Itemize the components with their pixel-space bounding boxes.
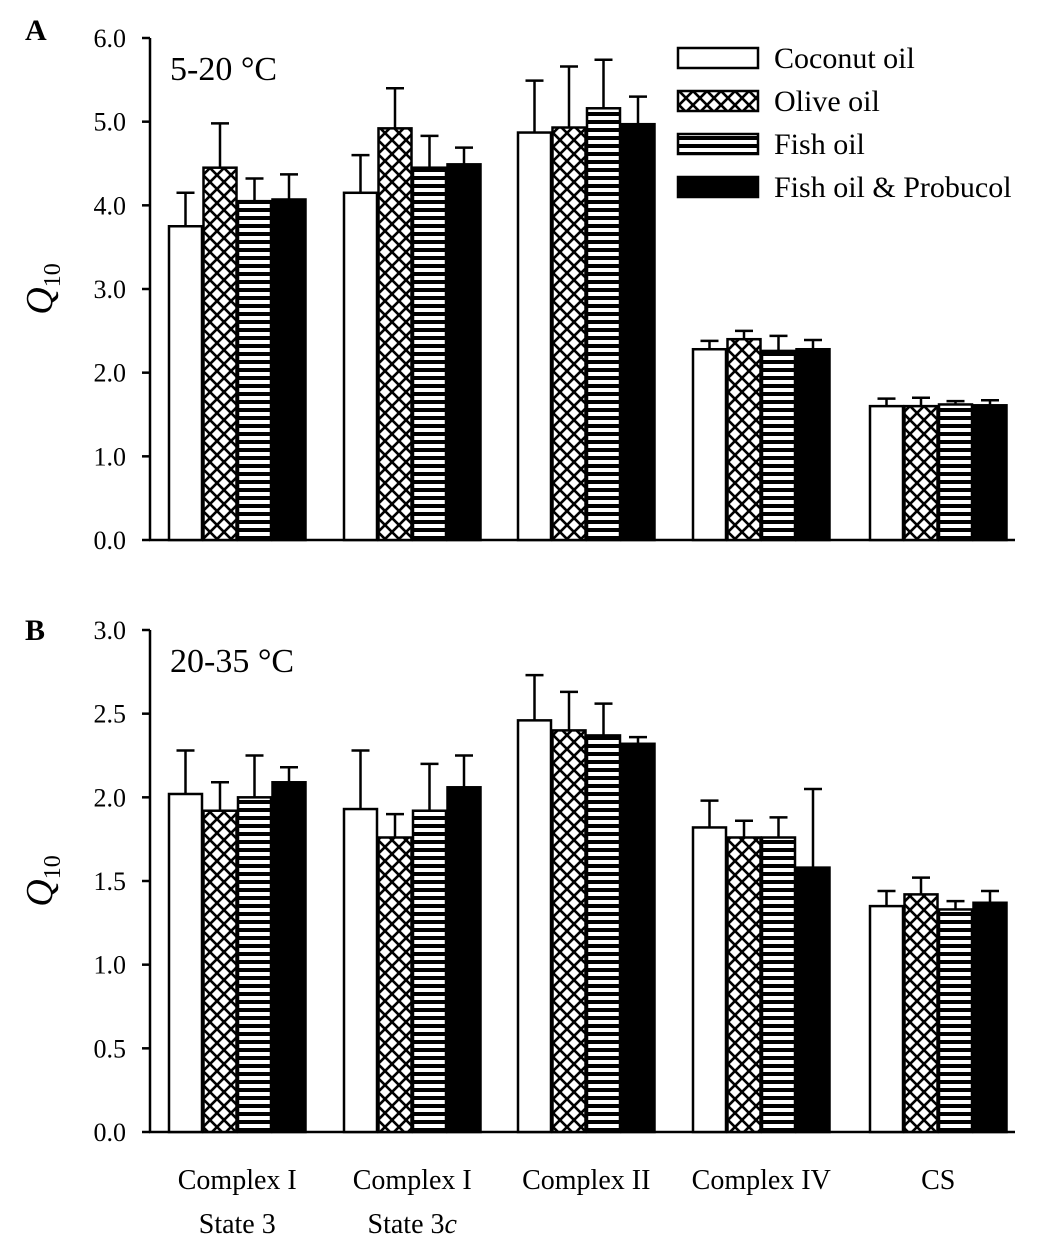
legend: Coconut oil Olive oil Fish oil Fish oil & P…	[676, 42, 1012, 204]
bar	[411, 809, 448, 1134]
panel-a: A 0.0 1.0 2.0 3.0 4.0 5.0 6.0 Q10 5-20 °C Coconut …	[19, 14, 1015, 555]
y-tick-label: 0.0	[94, 1118, 127, 1147]
bar	[868, 904, 905, 1134]
bar-group	[342, 749, 482, 1134]
bar-group	[868, 396, 1008, 542]
bar	[342, 807, 379, 1134]
bar	[167, 792, 204, 1134]
y-tick-label: 2.0	[94, 783, 127, 812]
bar-group	[691, 787, 831, 1134]
bar	[620, 742, 656, 1134]
legend-swatch	[676, 175, 760, 199]
bar	[377, 127, 413, 542]
bar	[167, 225, 204, 542]
bar	[937, 908, 974, 1134]
bar	[972, 901, 1008, 1134]
bar	[903, 404, 939, 542]
bar-group	[167, 749, 307, 1134]
bar	[795, 866, 831, 1134]
bar	[620, 122, 656, 542]
y-tick-label: 1.5	[94, 867, 127, 896]
x-category-label: Complex I	[353, 1165, 472, 1196]
bar-group	[516, 673, 656, 1134]
bar	[202, 166, 238, 542]
legend-swatch	[676, 89, 760, 113]
legend-label: Fish oil & Probucol	[774, 171, 1012, 204]
x-category-label: Complex IV	[692, 1165, 831, 1196]
y-tick-label: 2.0	[94, 359, 127, 388]
panel-letter: B	[25, 614, 45, 647]
y-tick-label: 4.0	[94, 191, 127, 220]
y-tick-label: 1.0	[94, 951, 127, 980]
bar	[411, 166, 448, 542]
bar	[551, 729, 587, 1134]
bar-group	[868, 876, 1008, 1134]
y-axis-label: Q10	[19, 263, 66, 314]
bar	[551, 126, 587, 542]
temperature-range-label: 5-20 °C	[170, 51, 277, 88]
bar	[342, 191, 379, 542]
bar	[972, 404, 1008, 542]
bar-group	[167, 122, 307, 542]
x-category-label: CS	[921, 1165, 955, 1196]
bar	[726, 337, 762, 542]
y-axis-label: Q10	[19, 855, 66, 906]
y-tick-label: 1.0	[94, 442, 127, 471]
x-category-label: Complex II	[522, 1165, 650, 1196]
y-tick-label: 5.0	[94, 108, 127, 137]
bar	[726, 836, 762, 1134]
y-tick-label: 3.0	[94, 275, 127, 304]
legend-swatch	[676, 132, 760, 156]
bar-group	[516, 58, 656, 542]
bar	[903, 893, 939, 1134]
bar	[937, 403, 974, 542]
legend-swatch	[676, 46, 760, 70]
panel-b: B 0.0 0.5 1.0 1.5 2.0 2.5 3.0 Q10 20-35 °C Complex…	[19, 614, 1015, 1240]
bar	[585, 734, 622, 1134]
bar	[868, 404, 905, 542]
y-tick-label: 0.5	[94, 1034, 127, 1063]
bar	[202, 809, 238, 1134]
y-tick-label: 0.0	[94, 526, 127, 555]
bar	[760, 836, 797, 1134]
y-tick-label: 3.0	[94, 616, 127, 645]
bar	[516, 131, 553, 542]
y-tick-label: 2.5	[94, 700, 127, 729]
y-tick-label: 6.0	[94, 24, 127, 53]
bar-group	[691, 329, 831, 542]
bar	[795, 347, 831, 542]
bar	[585, 107, 622, 542]
bar	[691, 826, 728, 1134]
bar	[516, 719, 553, 1134]
bar-group	[342, 86, 482, 542]
bar	[236, 199, 273, 542]
panel-letter: A	[25, 14, 47, 47]
bar	[446, 163, 482, 542]
bar	[446, 786, 482, 1134]
bar	[271, 198, 307, 542]
legend-label: Coconut oil	[774, 42, 915, 75]
bar	[271, 781, 307, 1134]
legend-label: Fish oil	[774, 128, 865, 161]
legend-label: Olive oil	[774, 85, 880, 118]
x-category-label: Complex I	[178, 1165, 297, 1196]
bar	[236, 796, 273, 1134]
bar	[377, 836, 413, 1134]
x-category-label-line2: State 3	[199, 1209, 276, 1240]
temperature-range-label: 20-35 °C	[170, 643, 294, 680]
x-category-label-line2: State 3c	[368, 1209, 458, 1240]
bar	[691, 347, 728, 542]
bar	[760, 349, 797, 542]
